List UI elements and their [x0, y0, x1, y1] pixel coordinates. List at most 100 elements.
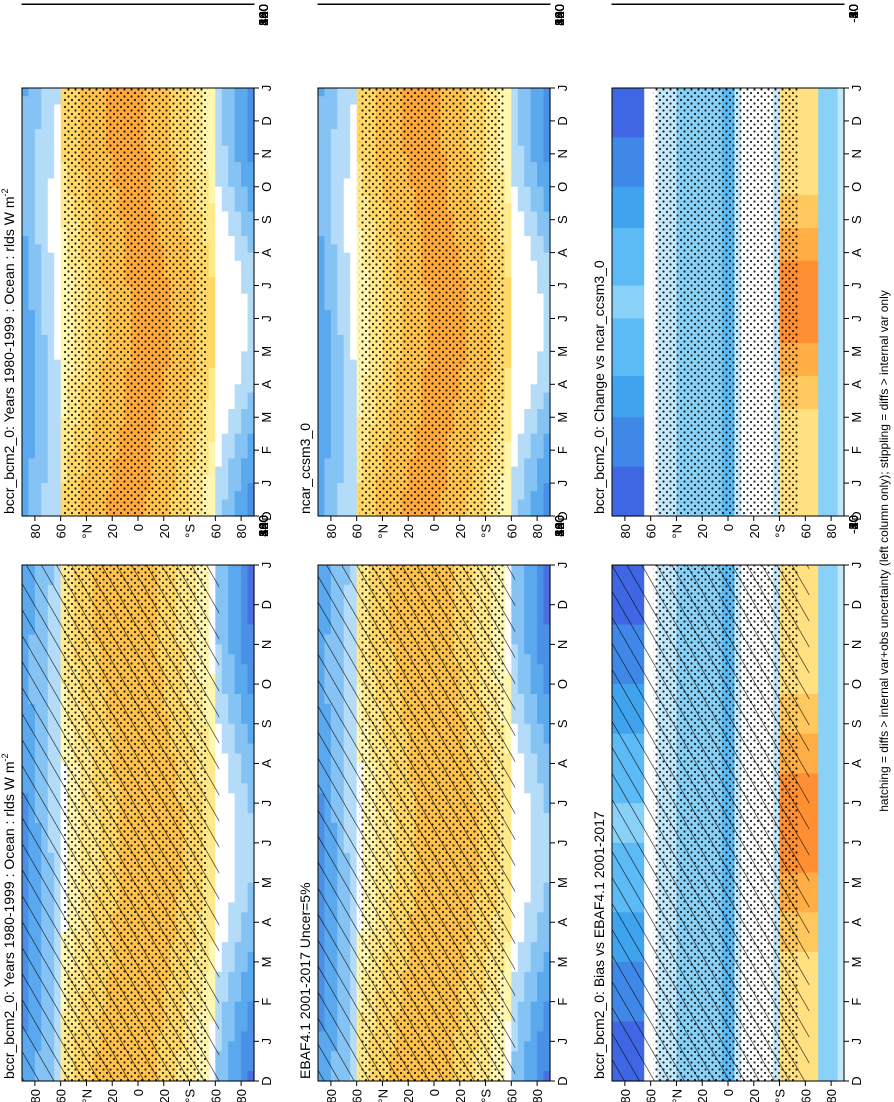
heat-cell — [241, 203, 249, 213]
heat-cell — [234, 624, 242, 636]
heat-cell — [34, 458, 42, 468]
heat-cell — [41, 170, 49, 180]
heat-cell — [54, 507, 62, 517]
heat-cell — [22, 507, 30, 517]
heat-cell — [228, 96, 236, 106]
heat-cell — [28, 137, 36, 147]
heat-cell — [22, 227, 30, 237]
heat-cell — [208, 252, 216, 262]
heat-cell — [41, 507, 49, 517]
lat-tick-label: 20 — [157, 524, 172, 538]
heat-cell — [215, 483, 223, 492]
heat-cell — [208, 285, 216, 295]
heat-cell — [221, 932, 229, 943]
heat-cell — [28, 367, 36, 377]
heat-cell — [247, 400, 255, 410]
heat-cell — [234, 285, 242, 295]
heat-cell — [234, 219, 242, 229]
heat-cell — [221, 466, 229, 476]
heat-cell — [221, 293, 229, 303]
heat-cell — [54, 145, 62, 155]
heat-cell — [208, 112, 216, 122]
heat-cell — [215, 137, 223, 147]
heat-cell — [22, 293, 30, 303]
heat-cell — [241, 219, 249, 229]
heat-cell — [221, 594, 229, 606]
lat-tick-label: 0 — [131, 524, 146, 531]
heat-cell — [22, 376, 30, 385]
heat-cell — [241, 654, 249, 665]
heat-cell — [28, 219, 36, 229]
heat-cell — [228, 584, 236, 596]
heat-cell — [208, 351, 216, 361]
heat-cell — [54, 466, 62, 476]
heat-cell — [47, 236, 55, 245]
heat-cell — [241, 359, 249, 369]
heat-cell — [41, 466, 49, 476]
heat-cell — [241, 565, 249, 576]
heat-cell — [22, 334, 30, 344]
heat-cell — [247, 384, 255, 394]
heat-cell — [241, 961, 249, 973]
heat-cell — [241, 162, 249, 171]
heat-cell — [221, 961, 229, 973]
heat-cell — [54, 483, 62, 492]
heat-cell — [247, 343, 255, 352]
heat-cell — [234, 892, 242, 903]
heat-cell — [22, 425, 30, 435]
heat-cell — [228, 376, 236, 385]
lat-tick-label: 80 — [28, 524, 43, 538]
heat-cell — [228, 425, 236, 435]
heat-cell — [228, 644, 236, 655]
heat-cell — [54, 153, 62, 163]
heat-cell — [208, 318, 216, 328]
heat-cell — [247, 763, 255, 774]
heat-cell — [221, 713, 229, 725]
heat-cell — [228, 507, 236, 517]
month-tick-label: M — [259, 877, 274, 888]
heat-cell — [221, 862, 229, 874]
heat-cell — [247, 1071, 255, 1082]
colorbar-tick-label: 220 — [256, 515, 271, 537]
heat-cell — [241, 813, 249, 824]
heat-cell — [234, 882, 242, 894]
heat-cell — [241, 1001, 249, 1013]
heat-cell — [221, 1061, 229, 1072]
heat-cell — [41, 343, 49, 352]
heat-cell — [247, 334, 255, 344]
heat-cell — [215, 236, 223, 245]
month-tick-label: A — [259, 759, 274, 768]
heat-cell — [54, 326, 62, 336]
heat-cell — [22, 474, 30, 484]
heat-cell — [54, 162, 62, 171]
heat-cell — [247, 803, 255, 814]
heat-cell — [241, 674, 249, 685]
lat-tick-label: 60 — [54, 1089, 69, 1102]
heat-cell — [234, 723, 242, 735]
heat-cell — [234, 104, 242, 114]
heat-cell — [241, 763, 249, 774]
heat-cell — [247, 584, 255, 596]
heat-cell — [234, 584, 242, 596]
heat-cell — [41, 219, 49, 229]
heat-cell — [241, 743, 249, 755]
heat-cell — [241, 170, 249, 180]
heat-cell — [28, 104, 36, 114]
heat-cell — [54, 474, 62, 484]
heat-cell — [247, 773, 255, 784]
heat-cell — [241, 594, 249, 606]
heat-cell — [247, 491, 255, 501]
lat-tick-label: 80 — [28, 1089, 43, 1102]
heat-cell — [241, 803, 249, 814]
heat-cell — [247, 376, 255, 385]
heat-cell — [208, 376, 216, 385]
heat-cell — [228, 932, 236, 943]
heat-cell — [34, 507, 42, 517]
heat-cell — [54, 400, 62, 410]
heat-cell — [54, 120, 62, 130]
heat-cell — [34, 186, 42, 196]
heat-cell — [47, 145, 55, 155]
heat-cell — [228, 942, 236, 953]
heat-cell — [28, 334, 36, 344]
